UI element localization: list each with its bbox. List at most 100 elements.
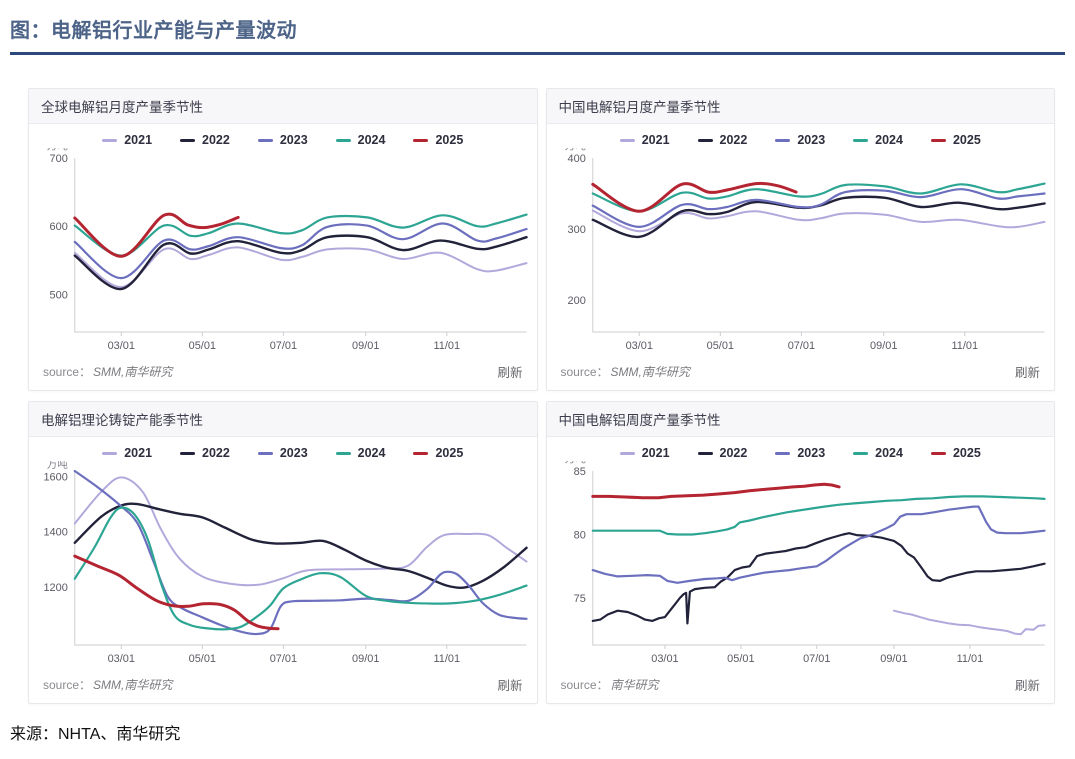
legend-swatch [413,138,429,142]
svg-text:300: 300 [567,224,585,236]
chart-legend: 2021 2022 2023 2024 2025 [547,124,1055,148]
svg-text:09/01: 09/01 [352,653,379,665]
y-axis-unit: 万吨 [564,148,585,152]
y-axis-unit: 万吨 [47,461,68,471]
legend-label: 2022 [202,133,230,147]
legend-label: 2025 [435,133,464,147]
legend-label: 2023 [797,446,826,460]
legend-swatch [335,138,351,142]
chart-legend: 2021 2022 2023 2024 2025 [29,124,537,148]
legend-item-2021[interactable]: 2021 [619,446,670,460]
series-line-2021 [591,209,1046,233]
legend-swatch [413,451,429,455]
legend-swatch [180,451,196,455]
refresh-link[interactable]: 刷新 [497,366,523,380]
legend-label: 2024 [875,446,903,460]
svg-text:11/01: 11/01 [434,653,461,665]
page-title: 图：电解铝行业产能与产量波动 [10,20,297,42]
figure-header: 图：电解铝行业产能与产量波动 [10,14,1065,55]
svg-text:11/01: 11/01 [951,340,978,352]
legend-item-2021[interactable]: 2021 [619,133,670,147]
legend-swatch [930,138,946,142]
source-note: source： SMM,南华研究 [43,363,172,381]
refresh-link[interactable]: 刷新 [1014,366,1040,380]
source-value: SMM,南华研究 [93,677,173,692]
legend-label: 2022 [719,446,748,460]
legend-label: 2024 [357,133,386,147]
svg-text:05/01: 05/01 [189,653,216,665]
legend-item-2025[interactable]: 2025 [930,446,981,460]
y-axis-unit: 万吨 [564,461,585,465]
legend-label: 2024 [357,446,386,460]
source-label: source： [43,364,92,379]
panel-title: 电解铝理论铸锭产能季节性 [29,402,537,437]
source-label: source： [560,677,609,692]
legend-item-2022[interactable]: 2022 [180,446,230,460]
series-line-2023 [591,505,1046,584]
svg-text:11/01: 11/01 [434,340,461,352]
legend-item-2021[interactable]: 2021 [102,133,152,147]
svg-text:05/01: 05/01 [706,340,733,352]
svg-text:85: 85 [573,466,585,478]
legend-label: 2023 [797,133,826,147]
legend-swatch [775,451,791,455]
source-value: SMM,南华研究 [93,364,173,379]
series-line-2021 [73,476,528,587]
refresh-link[interactable]: 刷新 [1014,679,1040,693]
legend-item-2024[interactable]: 2024 [335,133,386,147]
legend-item-2024[interactable]: 2024 [853,446,903,460]
legend-swatch [180,138,196,142]
legend-item-2022[interactable]: 2022 [697,446,748,460]
legend-item-2025[interactable]: 2025 [930,133,981,147]
panel-theoretical-capacity: 电解铝理论铸锭产能季节性 2021 2022 2023 2024 2025 1200 14… [28,401,538,704]
legend-swatch [775,138,791,142]
y-axis-unit: 万吨 [47,148,68,152]
figure-source: 来源：NHTA、南华研究 [10,726,181,743]
legend-label: 2021 [641,446,670,460]
legend-item-2021[interactable]: 2021 [102,446,152,460]
series-line-2024 [73,506,528,631]
source-value: SMM,南华研究 [610,364,690,379]
panel-footer: source： 南华研究 刷新 [547,673,1055,703]
panel-china-monthly-output: 中国电解铝月度产量季节性 2021 2022 2023 2024 2025 200 300… [545,88,1055,391]
svg-text:09/01: 09/01 [880,653,907,665]
panel-footer: source： SMM,南华研究 刷新 [29,360,537,390]
svg-text:03/01: 03/01 [108,340,135,352]
panel-footer: source： SMM,南华研究 刷新 [29,673,537,703]
legend-label: 2022 [719,133,748,147]
svg-text:03/01: 03/01 [651,653,678,665]
source-note: source： SMM,南华研究 [43,676,172,694]
series-line-2022 [73,234,528,291]
legend-item-2023[interactable]: 2023 [257,133,308,147]
series-line-2023 [591,188,1046,229]
series-line-2021 [73,246,528,289]
refresh-link[interactable]: 刷新 [497,679,523,693]
series-line-2025 [590,482,841,500]
legend-swatch [853,451,869,455]
legend-item-2025[interactable]: 2025 [413,446,463,460]
source-note: source： SMM,南华研究 [561,363,690,381]
chart-legend: 2021 2022 2023 2024 2025 [547,437,1055,461]
legend-item-2022[interactable]: 2022 [180,133,230,147]
series-line-2025 [73,212,240,258]
legend-item-2023[interactable]: 2023 [775,133,825,147]
series-line-2022 [73,502,528,590]
legend-label: 2021 [641,133,670,147]
legend-item-2023[interactable]: 2023 [257,446,308,460]
series-line-2024 [591,182,1046,213]
legend-label: 2025 [952,446,981,460]
legend-item-2023[interactable]: 2023 [775,446,825,460]
svg-text:05/01: 05/01 [727,653,754,665]
series-line-2024 [591,495,1046,536]
svg-text:1400: 1400 [43,527,67,539]
legend-item-2022[interactable]: 2022 [697,133,748,147]
legend-item-2024[interactable]: 2024 [853,133,903,147]
source-label: source： [560,364,609,379]
svg-text:75: 75 [573,593,585,605]
legend-item-2024[interactable]: 2024 [335,446,386,460]
chart-svg: 500 600 700万吨 03/01 05/01 07/01 09/01 11/01 [47,148,528,352]
legend-item-2025[interactable]: 2025 [413,133,463,147]
chart-legend: 2021 2022 2023 2024 2025 [29,437,537,461]
